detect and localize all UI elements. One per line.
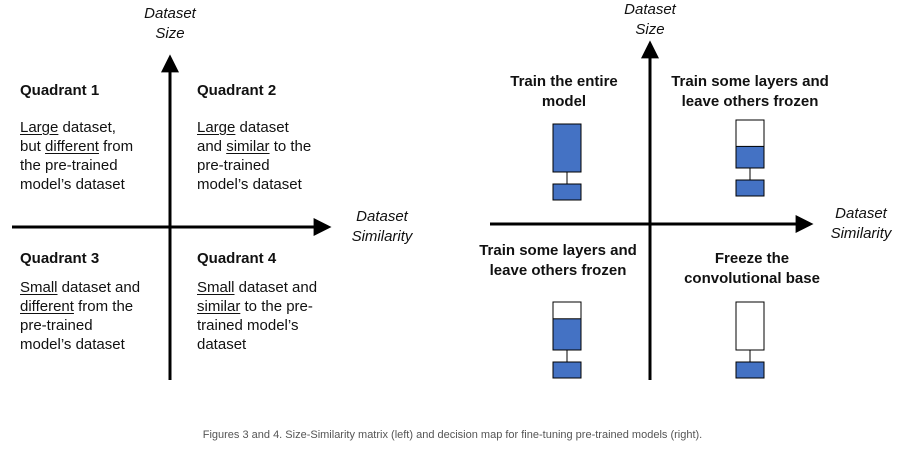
description-line: model’s dataset bbox=[20, 176, 125, 193]
left-y-axis-label: Dataset Size bbox=[144, 5, 196, 42]
quadrant-description: Small dataset and similar to the pre-trai… bbox=[197, 278, 347, 354]
quadrant-description: Large dataset, but different from the pre-… bbox=[20, 118, 165, 194]
quadrant-title: Quadrant 4 bbox=[197, 250, 277, 267]
description-line: Large dataset bbox=[197, 119, 289, 136]
strategy-icon bbox=[552, 301, 582, 379]
description-line: model’s dataset bbox=[20, 336, 125, 353]
right-y-axis-label: Dataset Size bbox=[624, 1, 676, 38]
description-line: similar to the pre- bbox=[197, 298, 313, 315]
right-x-axis-label: Dataset Similarity bbox=[830, 205, 892, 242]
underlined-keyword: Small bbox=[20, 279, 58, 296]
trained-layers-fill bbox=[552, 123, 582, 173]
quadrant-title: Quadrant 2 bbox=[197, 82, 277, 99]
description-line: the pre-trained bbox=[20, 157, 118, 174]
strategy-label-bottom-left: Train some layers and leave others froze… bbox=[479, 242, 637, 279]
description-line: pre-trained bbox=[20, 317, 93, 334]
underlined-keyword: similar bbox=[226, 138, 270, 155]
description-line: model’s dataset bbox=[197, 176, 302, 193]
underlined-keyword: Large bbox=[20, 119, 59, 136]
left-x-axis-label: Dataset Similarity bbox=[351, 208, 413, 245]
quadrant-description: Large dataset and similar to the pre-train… bbox=[197, 118, 347, 194]
classifier-block bbox=[552, 183, 582, 201]
description-line: but different from bbox=[20, 138, 134, 155]
strategy-label-bottom-right: Freeze the convolutional base bbox=[684, 250, 820, 287]
classifier-block bbox=[552, 361, 582, 379]
description-line: Small dataset and bbox=[197, 279, 318, 296]
description-line: Large dataset, bbox=[20, 119, 116, 136]
description-line: different from the bbox=[20, 298, 134, 315]
quadrant-title: Quadrant 3 bbox=[20, 250, 100, 267]
classifier-block bbox=[735, 361, 765, 379]
strategy-icon bbox=[735, 119, 765, 197]
underlined-keyword: Large bbox=[197, 119, 236, 136]
trained-layers-fill bbox=[735, 145, 765, 169]
description-line: pre-trained bbox=[197, 157, 270, 174]
quadrant-3: Quadrant 3 Small dataset and different fr… bbox=[20, 250, 165, 354]
quadrant-2: Quadrant 2 Large dataset and similar to t… bbox=[197, 82, 347, 194]
underlined-keyword: similar bbox=[197, 298, 241, 315]
description-line: trained model’s bbox=[197, 317, 299, 334]
strategy-label-top-right: Train some layers and leave others froze… bbox=[671, 73, 829, 110]
quadrant-title: Quadrant 1 bbox=[20, 82, 100, 99]
description-line: and similar to the bbox=[197, 138, 312, 155]
quadrant-description: Small dataset and different from the pre-t… bbox=[20, 278, 165, 354]
underlined-keyword: Small bbox=[197, 279, 235, 296]
quadrant-4: Quadrant 4 Small dataset and similar to t… bbox=[197, 250, 347, 354]
base-layers-block bbox=[735, 301, 765, 351]
description-line: Small dataset and bbox=[20, 279, 141, 296]
strategy-icon bbox=[735, 301, 765, 379]
trained-layers-fill bbox=[552, 318, 582, 351]
classifier-block bbox=[735, 179, 765, 197]
strategy-icon bbox=[552, 123, 582, 201]
description-line: dataset bbox=[197, 336, 247, 353]
strategy-label-top-left: Train the entire model bbox=[510, 73, 618, 110]
quadrant-1: Quadrant 1 Large dataset, but different f… bbox=[20, 82, 165, 194]
underlined-keyword: different bbox=[20, 298, 74, 315]
underlined-keyword: different bbox=[45, 138, 99, 155]
figure-caption: Figures 3 and 4. Size-Similarity matrix … bbox=[202, 429, 703, 441]
